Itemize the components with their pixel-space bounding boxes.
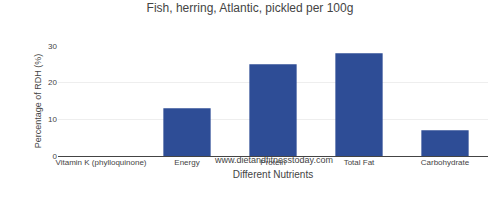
svg-text:0: 0	[53, 152, 58, 161]
svg-text:Carbohydrate: Carbohydrate	[421, 158, 470, 167]
svg-text:Percentage of RDH (%): Percentage of RDH (%)	[33, 54, 43, 149]
svg-text:Energy: Energy	[174, 158, 199, 167]
svg-text:10: 10	[48, 115, 57, 124]
svg-text:Total Fat: Total Fat	[344, 158, 375, 167]
svg-text:www.dietandfitnesstoday.com: www.dietandfitnesstoday.com	[214, 155, 333, 165]
svg-text:20: 20	[48, 78, 57, 87]
svg-text:Protein: Protein	[260, 158, 285, 167]
svg-text:30: 30	[48, 42, 57, 51]
svg-text:Vitamin K (phylloquinone): Vitamin K (phylloquinone)	[55, 158, 146, 167]
svg-text:Different Nutrients: Different Nutrients	[233, 169, 313, 180]
svg-text:Fish, herring, Atlantic, pickl: Fish, herring, Atlantic, pickled per 100…	[147, 1, 354, 15]
